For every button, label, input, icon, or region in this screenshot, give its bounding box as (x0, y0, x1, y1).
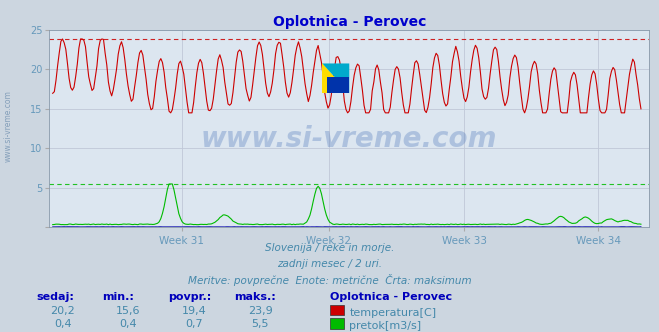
Text: temperatura[C]: temperatura[C] (349, 308, 436, 318)
Text: pretok[m3/s]: pretok[m3/s] (349, 321, 421, 331)
Text: www.si-vreme.com: www.si-vreme.com (3, 90, 13, 162)
Text: Slovenija / reke in morje.: Slovenija / reke in morje. (265, 243, 394, 253)
Text: 0,4: 0,4 (120, 319, 137, 329)
Text: 20,2: 20,2 (50, 306, 75, 316)
Title: Oplotnica - Perovec: Oplotnica - Perovec (273, 15, 426, 29)
Text: 15,6: 15,6 (116, 306, 141, 316)
Text: 19,4: 19,4 (182, 306, 207, 316)
Text: www.si-vreme.com: www.si-vreme.com (201, 124, 498, 152)
Text: sedaj:: sedaj: (36, 292, 74, 302)
Text: Oplotnica - Perovec: Oplotnica - Perovec (330, 292, 451, 302)
Polygon shape (327, 77, 349, 93)
Text: povpr.:: povpr.: (168, 292, 212, 302)
Text: zadnji mesec / 2 uri.: zadnji mesec / 2 uri. (277, 259, 382, 269)
Polygon shape (322, 63, 349, 93)
Polygon shape (322, 63, 349, 93)
Text: Meritve: povprečne  Enote: metrične  Črta: maksimum: Meritve: povprečne Enote: metrične Črta:… (188, 274, 471, 286)
Text: 0,4: 0,4 (54, 319, 71, 329)
Text: 0,7: 0,7 (186, 319, 203, 329)
Text: 23,9: 23,9 (248, 306, 273, 316)
Text: maks.:: maks.: (234, 292, 275, 302)
Text: 5,5: 5,5 (252, 319, 269, 329)
Text: min.:: min.: (102, 292, 134, 302)
